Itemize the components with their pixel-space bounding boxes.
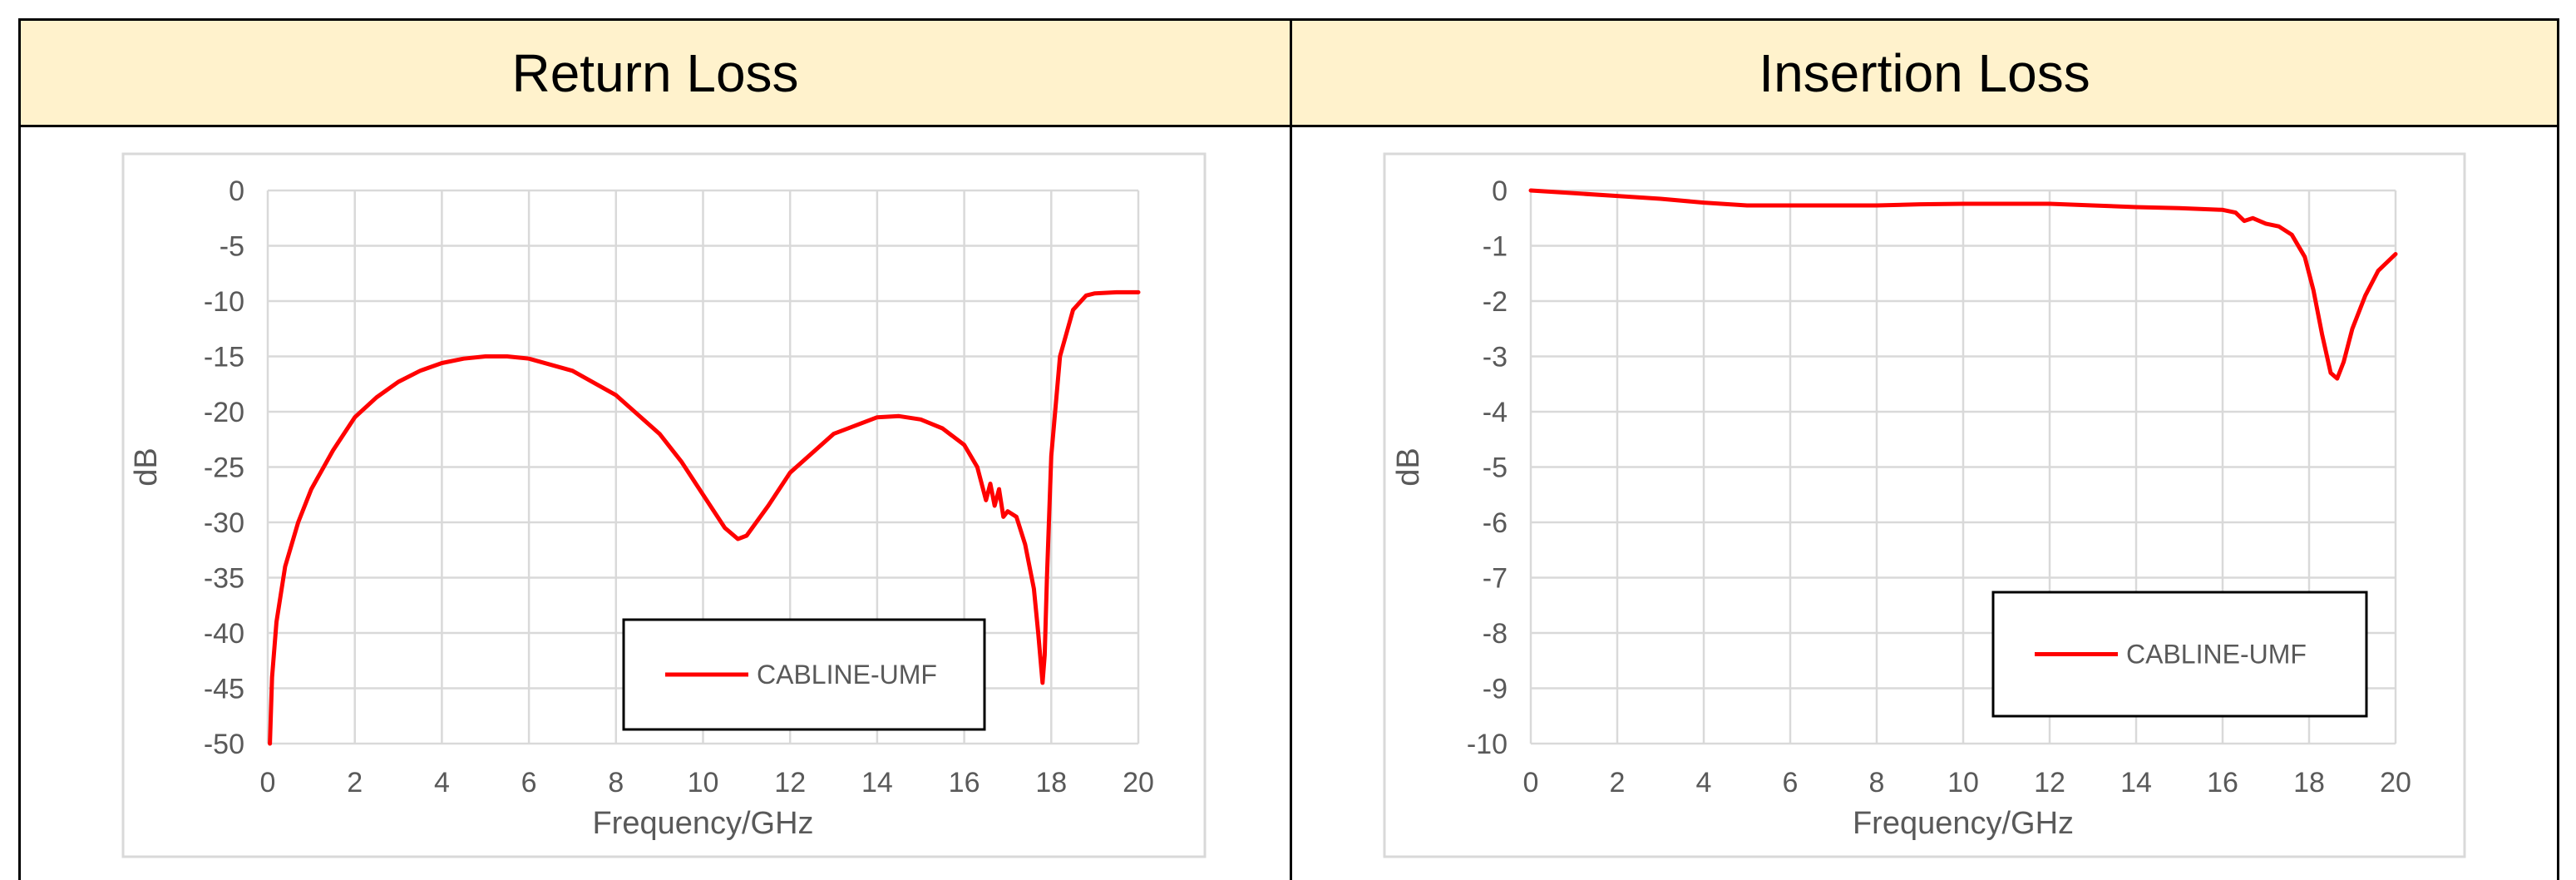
x-axis-label: Frequency/GHz (592, 806, 813, 841)
chart-frame (1383, 152, 2466, 858)
y-tick-label: -5 (1483, 452, 1508, 484)
y-tick-label: -30 (204, 507, 244, 539)
y-tick-label: 0 (1492, 176, 1508, 207)
y-tick-label: -10 (1467, 729, 1508, 760)
y-tick-label: -35 (204, 563, 244, 595)
y-tick-label: -6 (1483, 507, 1508, 539)
y-tick-label: -25 (204, 452, 244, 484)
y-axis-label: dB (1391, 447, 1426, 486)
y-tick-label: 0 (229, 176, 244, 207)
y-tick-label: -40 (204, 618, 244, 650)
x-tick-label: 0 (260, 767, 276, 798)
x-tick-label: 2 (1610, 767, 1626, 798)
y-tick-label: -5 (220, 231, 244, 263)
y-tick-label: -2 (1483, 286, 1508, 318)
x-tick-label: 4 (434, 767, 450, 798)
x-tick-label: 12 (2034, 767, 2065, 798)
x-tick-label: 14 (2120, 767, 2152, 798)
header-insertion-loss: Insertion Loss (1292, 21, 2557, 127)
x-tick-label: 10 (1947, 767, 1979, 798)
x-tick-label: 12 (774, 767, 806, 798)
legend-label: CABLINE-UMF (2126, 640, 2307, 670)
x-tick-label: 6 (1783, 767, 1799, 798)
x-tick-label: 14 (861, 767, 893, 798)
y-tick-label: -50 (204, 729, 244, 760)
x-tick-label: 6 (521, 767, 537, 798)
x-tick-label: 20 (1123, 767, 1154, 798)
x-tick-label: 0 (1523, 767, 1539, 798)
table-divider (1290, 21, 1292, 880)
x-tick-label: 16 (949, 767, 980, 798)
series-line (268, 289, 1141, 746)
y-tick-label: -8 (1483, 618, 1508, 650)
x-tick-label: 18 (1035, 767, 1067, 798)
chart-legend: CABLINE-UMF (1991, 591, 2368, 718)
x-tick-label: 2 (347, 767, 363, 798)
header-return-loss: Return Loss (21, 21, 1290, 127)
x-tick-label: 16 (2207, 767, 2238, 798)
y-tick-label: -15 (204, 342, 244, 373)
x-tick-label: 18 (2293, 767, 2325, 798)
y-axis-label: dB (129, 447, 164, 486)
series-line (1528, 188, 2398, 381)
x-tick-label: 20 (2380, 767, 2411, 798)
y-tick-label: -7 (1483, 563, 1508, 595)
x-axis-label: Frequency/GHz (1853, 806, 2074, 841)
y-tick-label: -3 (1483, 342, 1508, 373)
chart-legend: CABLINE-UMF (622, 618, 986, 731)
y-tick-label: -1 (1483, 231, 1508, 263)
x-tick-label: 4 (1696, 767, 1712, 798)
x-tick-label: 8 (608, 767, 624, 798)
y-tick-label: -10 (204, 286, 244, 318)
comparison-table: Return Loss Insertion Loss (18, 18, 2559, 880)
legend-label: CABLINE-UMF (757, 660, 937, 690)
x-tick-label: 8 (1869, 767, 1885, 798)
y-tick-label: -4 (1483, 397, 1508, 428)
x-tick-label: 10 (688, 767, 719, 798)
y-tick-label: -45 (204, 674, 244, 705)
y-tick-label: -9 (1483, 674, 1508, 705)
y-tick-label: -20 (204, 397, 244, 428)
